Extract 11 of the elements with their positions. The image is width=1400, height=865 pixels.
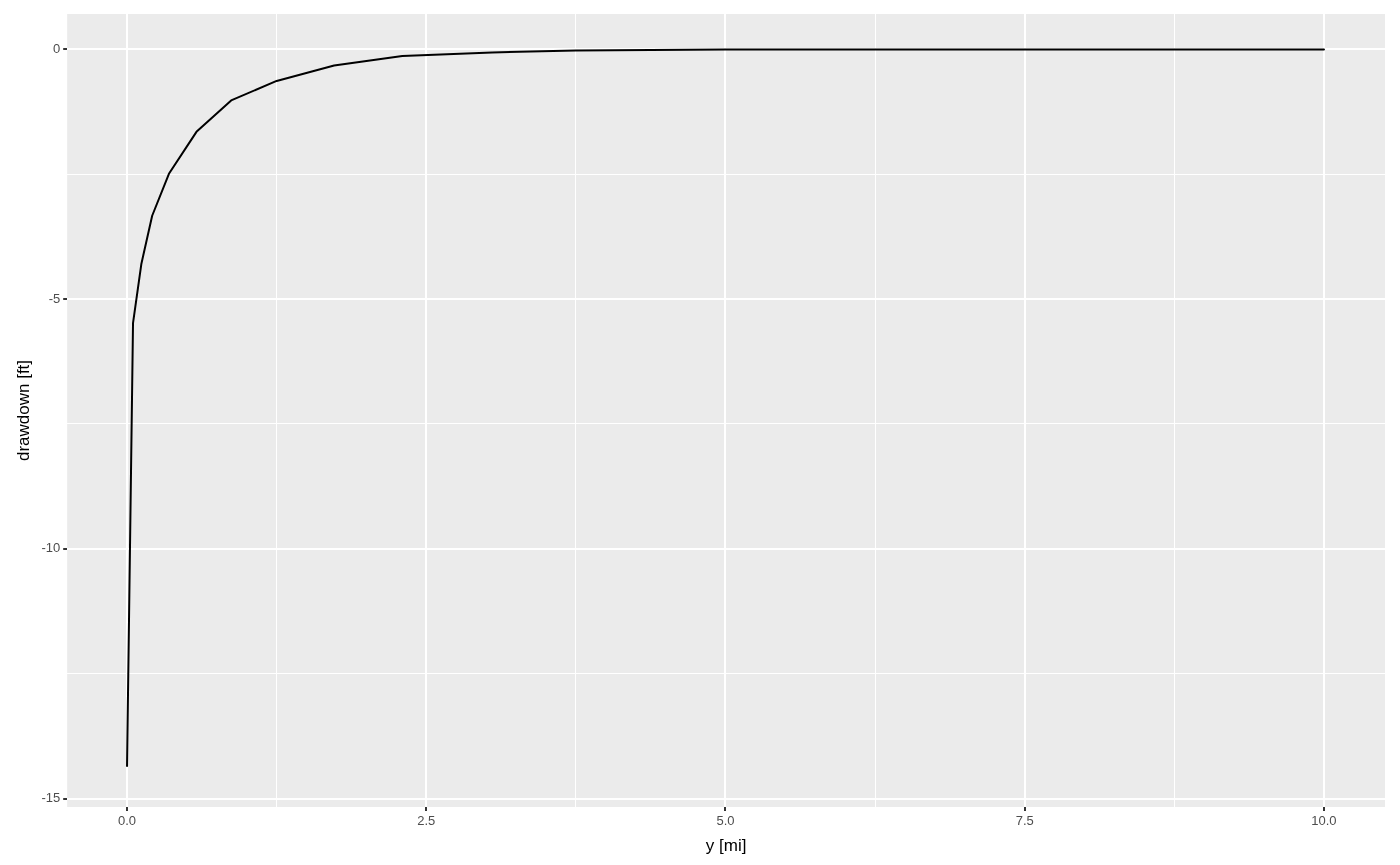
x-tick-label: 10.0	[1311, 813, 1337, 829]
x-tick-label: 5.0	[716, 813, 735, 829]
y-tick-label: -5	[48, 290, 61, 306]
x-axis-title: y [mi]	[705, 836, 747, 856]
y-tick-label: -10	[41, 540, 61, 556]
y-tick-label: -15	[41, 790, 61, 806]
y-axis-title: drawdown [ft]	[13, 359, 33, 462]
x-tick-label: 7.5	[1015, 813, 1034, 829]
y-tick-label: 0	[52, 41, 61, 57]
x-tick-label: 2.5	[417, 813, 436, 829]
x-tick-label: 0.0	[118, 813, 137, 829]
